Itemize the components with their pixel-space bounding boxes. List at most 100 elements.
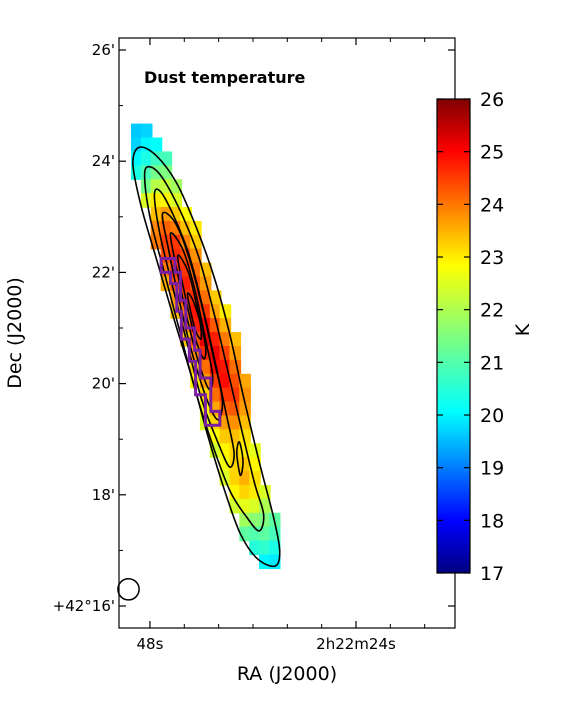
temperature-pixel: [209, 346, 222, 361]
temperature-pixel: [239, 526, 251, 542]
colorbar-tick-label: 25: [480, 142, 504, 164]
temperature-pixel: [259, 540, 271, 556]
temperature-pixel: [229, 429, 242, 444]
temperature-pixel: [140, 165, 153, 180]
temperature-pixel: [219, 318, 232, 333]
colorbar-tick-label: 20: [480, 405, 504, 427]
temperature-pixel: [259, 512, 271, 528]
temperature-pixel: [249, 526, 261, 542]
temperature-pixel: [199, 262, 212, 278]
temperature-pixel: [239, 373, 251, 389]
temperature-pixel: [160, 220, 173, 236]
colorbar-tick-label: 17: [480, 563, 504, 585]
y-axis-label: Dec (J2000): [4, 277, 26, 389]
colorbar-tick-label: 24: [480, 194, 504, 216]
temperature-pixel: [160, 165, 173, 180]
y-tick-label: 26': [92, 41, 115, 59]
temperature-pixel: [199, 359, 212, 375]
temperature-pixel: [170, 234, 182, 250]
temperature-pixel: [209, 373, 222, 389]
temperature-pixel: [268, 540, 281, 556]
temperature-pixel: [229, 443, 242, 458]
temperature-pixel: [239, 498, 251, 514]
temperature-pixel: [170, 248, 182, 264]
temperature-pixel: [150, 151, 163, 166]
temperature-pixel: [209, 290, 222, 305]
temperature-pixel: [219, 332, 232, 347]
temperature-pixel: [268, 526, 281, 542]
temperature-pixel: [219, 304, 232, 319]
temperature-pixel: [229, 485, 242, 500]
temperature-pixel: [249, 540, 261, 556]
temperature-pixel: [268, 554, 281, 570]
temperature-pixel: [160, 262, 173, 278]
temperature-pixel: [199, 290, 212, 305]
temperature-pixel: [209, 332, 222, 347]
colorbar-tick-label: 21: [480, 352, 504, 374]
x-tick-label: 2h22m24s: [316, 635, 396, 653]
temperature-pixel: [219, 346, 232, 361]
y-tick-label: 22': [92, 263, 115, 281]
temperature-pixel: [131, 151, 143, 166]
temperature-pixel: [219, 359, 232, 375]
temperature-pixel: [140, 151, 153, 166]
temperature-pixel: [160, 276, 173, 292]
beam-circle: [117, 577, 140, 601]
temperature-pixel: [131, 137, 143, 153]
colorbar-tick-label: 23: [480, 247, 504, 269]
temperature-pixel: [219, 429, 232, 444]
temperature-pixel: [150, 137, 163, 153]
temperature-pixel: [219, 443, 232, 458]
temperature-pixel: [229, 401, 242, 417]
temperature-pixel: [239, 485, 251, 500]
temperature-pixel: [239, 387, 251, 403]
temperature-pixel: [239, 401, 251, 417]
temperature-pixel: [190, 318, 202, 333]
temperature-pixel: [229, 346, 242, 361]
temperature-pixel: [229, 373, 242, 389]
temperature-pixel: [249, 443, 261, 458]
beam-marker: [117, 577, 140, 601]
colorbar-tick-label: 26: [480, 89, 504, 111]
contour-level-6: [176, 254, 207, 360]
temperature-pixel: [180, 234, 192, 250]
temperature-pixel: [150, 193, 163, 208]
temperature-pixel: [160, 207, 173, 222]
temperature-pixel: [229, 471, 242, 486]
temperature-pixel: [219, 387, 232, 403]
temperature-pixel: [209, 387, 222, 403]
contour-level-7: [186, 292, 203, 340]
temperature-pixel: [180, 220, 192, 236]
temperature-pixel: [239, 457, 251, 472]
temperature-pixel: [259, 485, 271, 500]
temperature-pixel: [131, 165, 143, 180]
temperature-pixel: [239, 415, 251, 431]
colorbar-ticks: 17 18 19 20 21 22 23 24 25 26: [437, 89, 504, 585]
temperature-pixel: [140, 179, 153, 194]
temperature-pixel: [199, 304, 212, 319]
highlight-contour-line: [159, 257, 222, 427]
temperature-pixel: [229, 387, 242, 403]
temperature-pixel: [140, 123, 153, 139]
y-tick-label: 18': [92, 486, 115, 504]
temperature-pixel: [190, 248, 202, 264]
colorbar-tick-label: 19: [480, 458, 504, 480]
temperature-pixel: [160, 179, 173, 194]
temperature-pixel: [140, 137, 153, 153]
temperature-pixel: [190, 234, 202, 250]
highlight-contour: [159, 257, 222, 427]
temperature-pixel: [209, 415, 222, 431]
temperature-pixel: [249, 485, 261, 500]
temperature-pixel: [131, 123, 143, 139]
temperature-pixel: [259, 526, 271, 542]
temperature-pixel: [219, 457, 232, 472]
axis-ticks: +42°16' 18' 20' 22' 24' 26' 48s 2h22m24s: [53, 38, 455, 653]
temperature-pixel: [249, 512, 261, 528]
temperature-pixel: [239, 429, 251, 444]
temperature-pixel: [209, 401, 222, 417]
colorbar-tick-label: 18: [480, 510, 504, 532]
temperature-pixel: [190, 304, 202, 319]
temperature-pixel: [229, 332, 242, 347]
y-tick-label: 20': [92, 375, 115, 393]
